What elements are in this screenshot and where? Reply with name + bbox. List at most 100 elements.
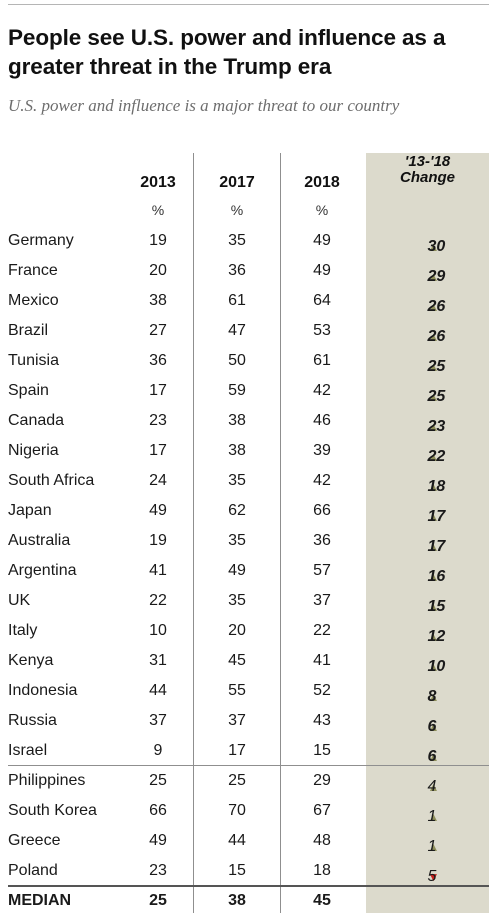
median-2018: 45 <box>313 892 331 909</box>
table-row: Spain 17 59 42 ▲ 25 <box>0 376 489 406</box>
change-value: 6 <box>427 748 437 765</box>
change-value: 4 <box>427 778 437 795</box>
change-column-background <box>366 153 489 913</box>
value-2018: 39 <box>313 442 331 459</box>
value-2017: 35 <box>228 532 246 549</box>
value-2013: 44 <box>149 682 167 699</box>
change-value: 12 <box>427 628 446 645</box>
value-2013: 31 <box>149 652 167 669</box>
triangle-up-icon: ▲ <box>427 570 440 584</box>
triangle-down-icon: ▼ <box>427 870 440 884</box>
change-value: 18 <box>427 478 446 495</box>
triangle-up-icon: ▲ <box>427 660 440 674</box>
country-name: Tunisia <box>8 352 59 369</box>
significance-divider <box>8 765 489 766</box>
change-value: 5 <box>427 868 437 885</box>
country-name: Russia <box>8 712 57 729</box>
value-2017: 17 <box>228 742 246 759</box>
value-2017: 35 <box>228 592 246 609</box>
table-row: Indonesia 44 55 52 ▲ 8 <box>0 676 489 706</box>
table-row: Mexico 38 61 64 ▲ 26 <box>0 286 489 316</box>
table-row: Russia 37 37 43 ▲ 6 <box>0 706 489 736</box>
country-name: UK <box>8 592 31 609</box>
value-2017: 45 <box>228 652 246 669</box>
value-2013: 24 <box>149 472 167 489</box>
table-row: Poland 23 15 18 ▼ 5 <box>0 856 489 886</box>
country-name: Israel <box>8 742 48 759</box>
triangle-up-icon: ▲ <box>427 780 440 794</box>
change-value: 8 <box>427 688 437 705</box>
value-2013: 17 <box>149 442 167 459</box>
country-name: Philippines <box>8 772 86 789</box>
value-2018: 15 <box>313 742 331 759</box>
table-row: Canada 23 38 46 ▲ 23 <box>0 406 489 436</box>
value-2013: 19 <box>149 232 167 249</box>
value-2018: 52 <box>313 682 331 699</box>
triangle-up-icon: ▲ <box>427 240 440 254</box>
value-2017: 38 <box>228 412 246 429</box>
change-value: 1 <box>427 808 437 825</box>
value-2018: 29 <box>313 772 331 789</box>
median-row: MEDIAN 25 38 45 <box>0 886 489 916</box>
change-value: 25 <box>427 358 446 375</box>
unit-2013: % <box>151 202 165 218</box>
country-name: Argentina <box>8 562 77 579</box>
value-2018: 42 <box>313 472 331 489</box>
table-row: Australia 19 35 36 ▲ 17 <box>0 526 489 556</box>
triangle-up-icon: ▲ <box>427 300 440 314</box>
value-2013: 23 <box>149 412 167 429</box>
triangle-up-icon: ▲ <box>427 330 440 344</box>
value-2017: 38 <box>228 442 246 459</box>
change-value: 17 <box>427 508 446 525</box>
change-value: 10 <box>427 658 446 675</box>
country-name: Australia <box>8 532 71 549</box>
value-2017: 47 <box>228 322 246 339</box>
value-2018: 64 <box>313 292 331 309</box>
value-2013: 38 <box>149 292 167 309</box>
value-2018: 53 <box>313 322 331 339</box>
change-header-years: '13-'18 <box>404 153 451 170</box>
median-divider <box>8 885 489 887</box>
value-2013: 27 <box>149 322 167 339</box>
change-value: 15 <box>427 598 446 615</box>
change-value: 16 <box>427 568 446 585</box>
median-2017: 38 <box>228 892 246 909</box>
change-value: 26 <box>427 328 446 345</box>
value-2013: 37 <box>149 712 167 729</box>
value-2013: 20 <box>149 262 167 279</box>
triangle-up-icon: ▲ <box>427 600 440 614</box>
value-2017: 20 <box>228 622 246 639</box>
value-2018: 43 <box>313 712 331 729</box>
value-2017: 37 <box>228 712 246 729</box>
column-divider-2017-2018 <box>280 153 281 913</box>
value-2013: 36 <box>149 352 167 369</box>
value-2017: 36 <box>228 262 246 279</box>
country-name: France <box>8 262 58 279</box>
value-2013: 25 <box>149 772 167 789</box>
value-2013: 49 <box>149 832 167 849</box>
value-2013: 23 <box>149 862 167 879</box>
page-title: People see U.S. power and influence as a… <box>8 25 446 79</box>
change-value: 29 <box>427 268 446 285</box>
change-value: 1 <box>427 838 437 855</box>
value-2017: 35 <box>228 472 246 489</box>
value-2017: 50 <box>228 352 246 369</box>
change-header-label: Change <box>399 169 455 186</box>
header-2017: 2017 <box>219 174 255 191</box>
value-2017: 49 <box>228 562 246 579</box>
value-2018: 49 <box>313 232 331 249</box>
table-row: Brazil 27 47 53 ▲ 26 <box>0 316 489 346</box>
value-2018: 66 <box>313 502 331 519</box>
change-column-header: '13-'18 Change <box>366 154 489 186</box>
value-2018: 42 <box>313 382 331 399</box>
country-name: Poland <box>8 862 58 879</box>
value-2018: 41 <box>313 652 331 669</box>
value-2018: 36 <box>313 532 331 549</box>
triangle-up-icon: ▲ <box>427 630 440 644</box>
change-value: 23 <box>427 418 446 435</box>
country-name: Canada <box>8 412 65 429</box>
table-row: Italy 10 20 22 ▲ 12 <box>0 616 489 646</box>
value-2018: 67 <box>313 802 331 819</box>
value-2017: 70 <box>228 802 246 819</box>
change-value: 6 <box>427 718 437 735</box>
